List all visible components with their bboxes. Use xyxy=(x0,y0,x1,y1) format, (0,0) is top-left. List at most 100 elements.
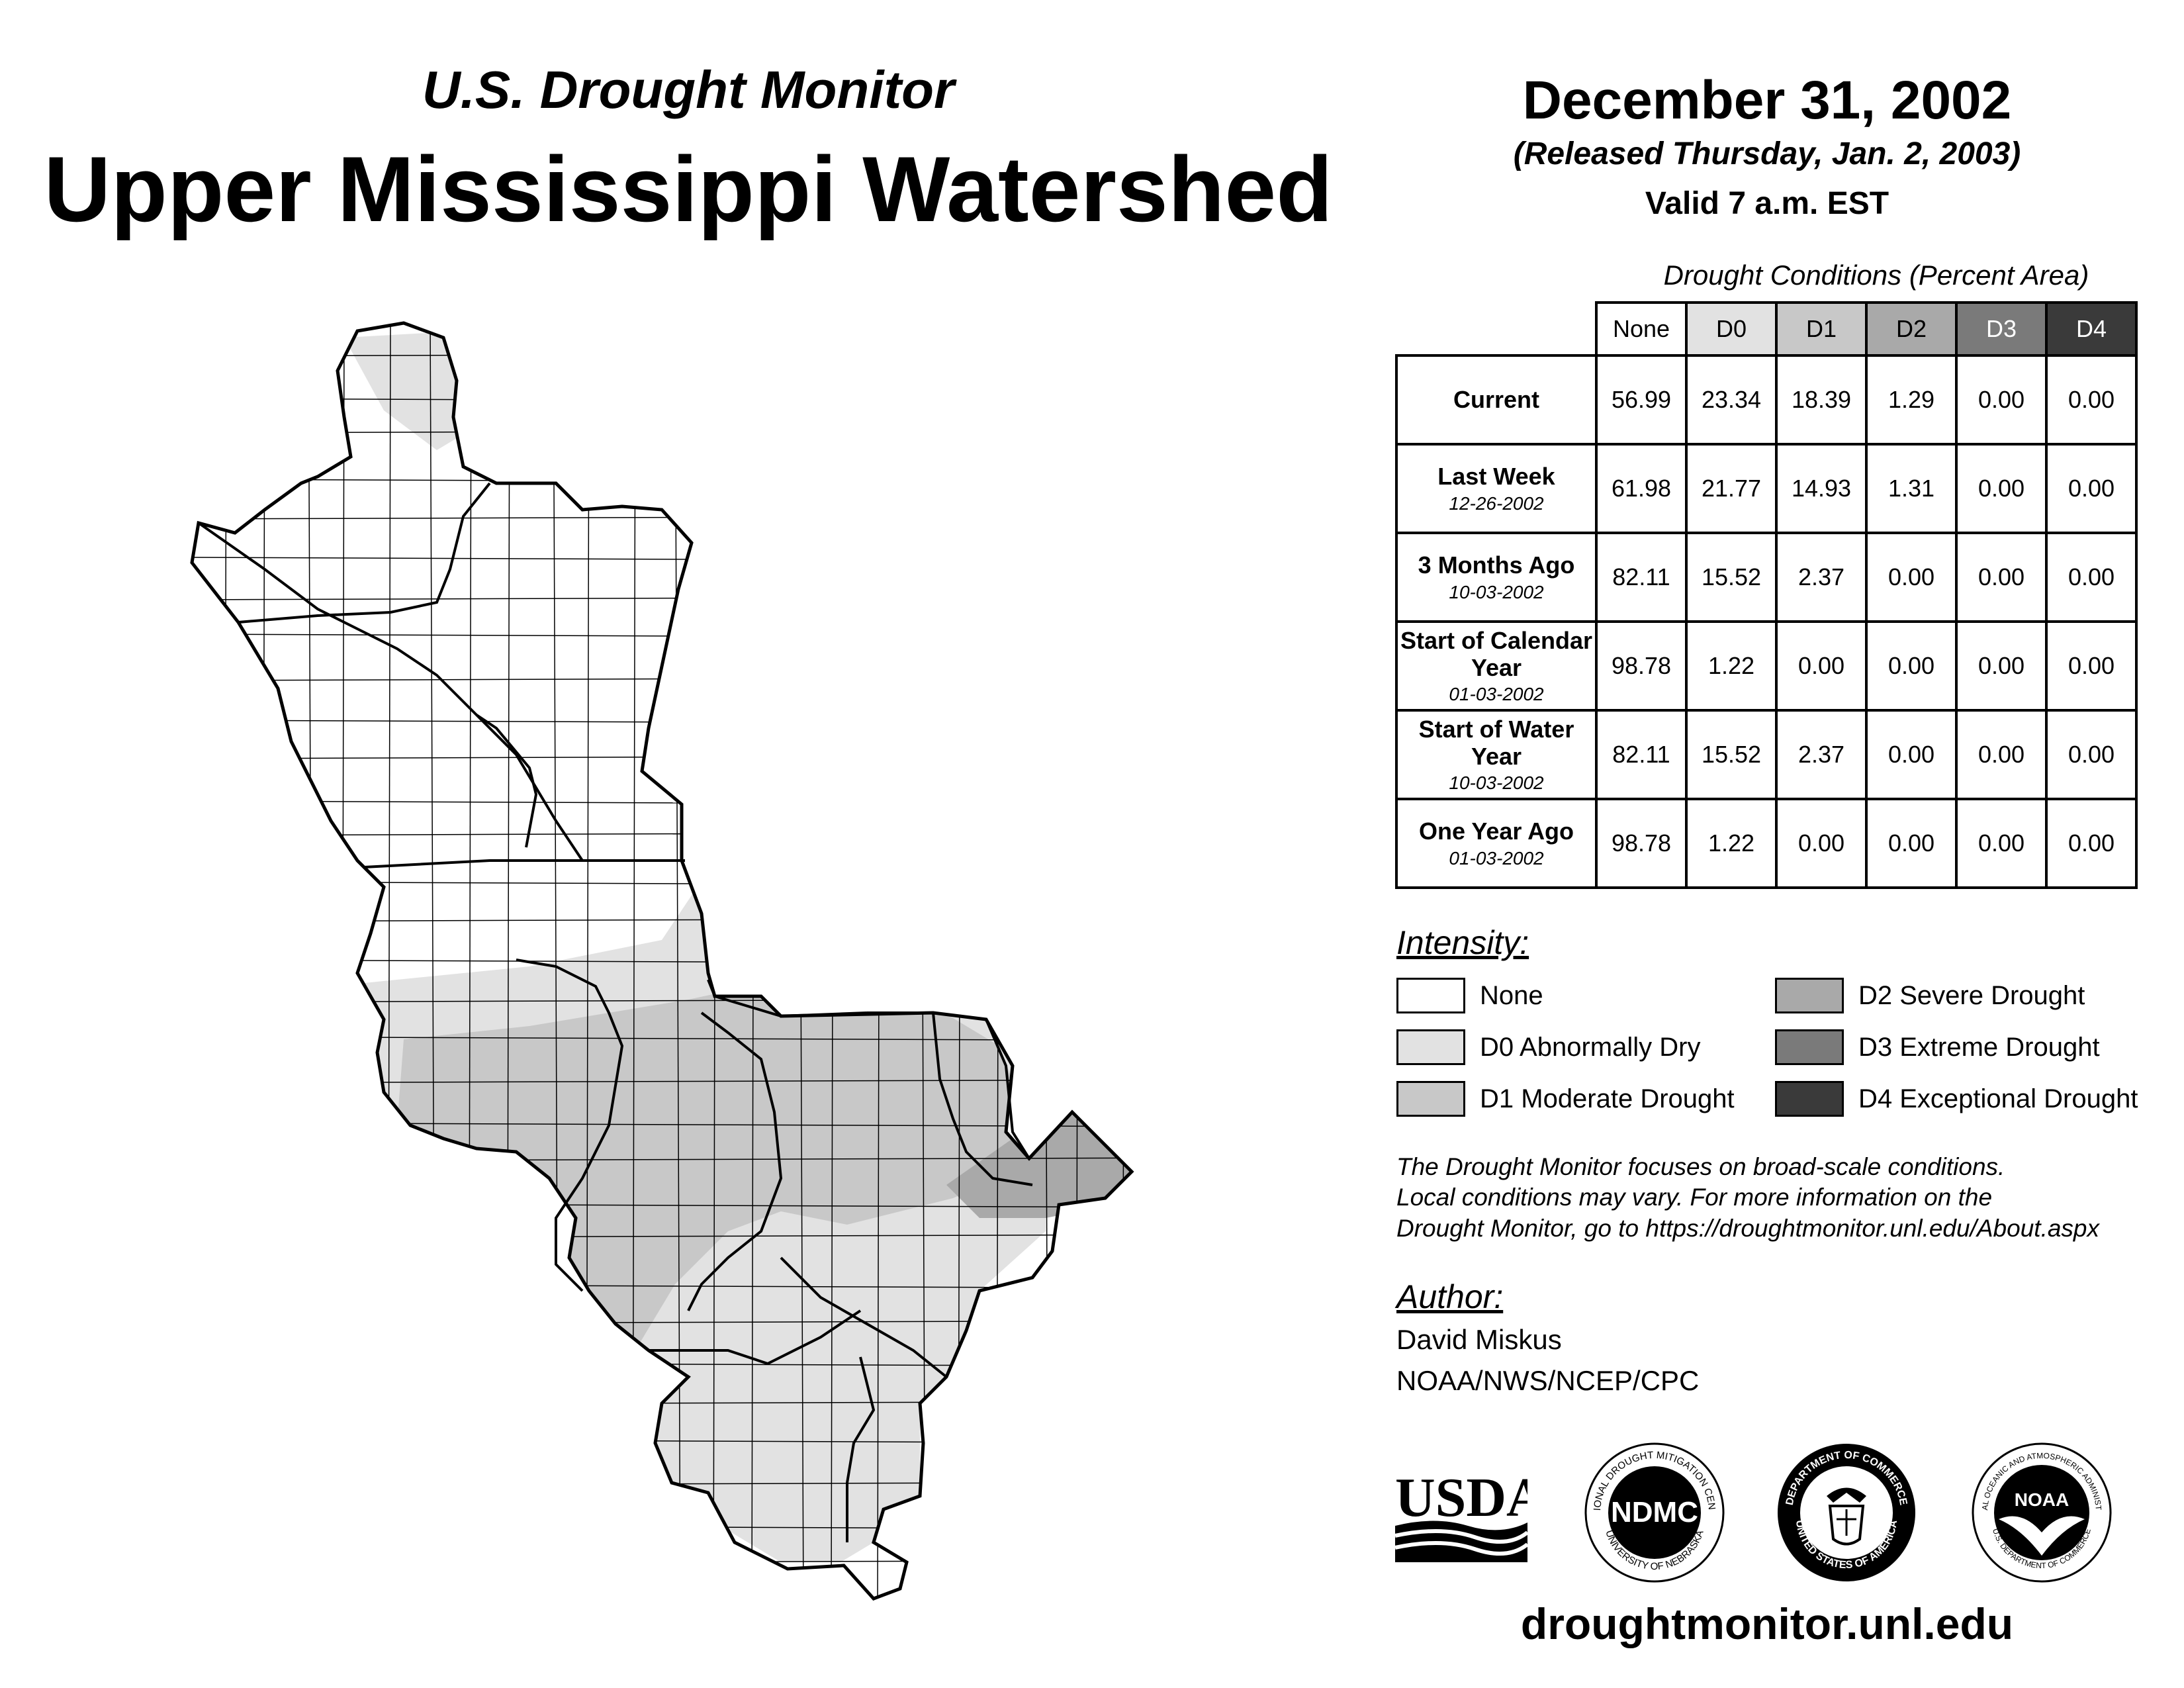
table-caption: Drought Conditions (Percent Area) xyxy=(1663,259,2089,291)
table-cell: 82.11 xyxy=(1595,532,1688,623)
county-line xyxy=(1042,323,1049,1599)
county-line xyxy=(674,323,681,1599)
col-header-d2: D2 xyxy=(1865,301,1958,357)
table-cell: 2.37 xyxy=(1775,532,1868,623)
table-cell: 1.22 xyxy=(1685,798,1778,889)
noaa-logo: NATIONAL OCEANIC AND ATMOSPHERIC ADMINIS… xyxy=(1969,1440,2112,1583)
author-name: David Miskus xyxy=(1396,1324,1562,1355)
table-cell: 15.52 xyxy=(1685,532,1778,623)
usda-logo-text: USDA xyxy=(1395,1467,1527,1528)
table-cell: 0.00 xyxy=(1865,798,1958,889)
row-label-text: Start of Calendar Year xyxy=(1400,626,1593,681)
noaa-logo-disc xyxy=(1994,1465,2089,1560)
county-line xyxy=(192,881,1132,886)
county-line xyxy=(192,352,1132,357)
row-label: Last Week 12-26-2002 xyxy=(1395,443,1598,534)
row-label: Start of Water Year 10-03-2002 xyxy=(1395,709,1598,800)
county-line xyxy=(1122,323,1126,1599)
disclaimer-line: Local conditions may vary. For more info… xyxy=(1396,1184,1993,1211)
table-cell: 0.00 xyxy=(2045,620,2138,712)
table-cell: 0.00 xyxy=(1955,709,2048,800)
county-line xyxy=(958,323,962,1599)
county-line xyxy=(192,398,1132,403)
table-cell: 56.99 xyxy=(1595,354,1688,445)
noaa-logo-text: NOAA xyxy=(2015,1489,2069,1510)
shield-icon xyxy=(1828,1505,1865,1546)
map-date: December 31, 2002 xyxy=(1522,70,2012,130)
legend-item-d3: D3 Extreme Drought xyxy=(1775,1029,2100,1065)
doc-seal-logo: DEPARTMENT OF COMMERCE UNITED STATES OF … xyxy=(1778,1444,1915,1581)
table-row: Start of Calendar Year 01-03-2002 98.78 1.2… xyxy=(1395,620,2138,712)
drought-area-d0-southwest xyxy=(642,1390,715,1496)
county-line xyxy=(192,1560,1132,1564)
usda-logo-stripe xyxy=(1395,1529,1527,1544)
map-subtitle: U.S. Drought Monitor xyxy=(422,60,955,119)
legend-label: D0 Abnormally Dry xyxy=(1480,1032,1701,1062)
watershed-outline xyxy=(190,321,1134,1601)
table-cell: 0.00 xyxy=(1865,532,1958,623)
legend-swatch xyxy=(1396,1081,1465,1117)
table-cell: 0.00 xyxy=(1865,620,1958,712)
table-cell: 0.00 xyxy=(2045,798,2138,889)
usda-logo-stripe xyxy=(1395,1541,1527,1556)
row-label-text: Current xyxy=(1453,386,1539,414)
table-row: 3 Months Ago 10-03-2002 82.11 15.52 2.37 0.00… xyxy=(1395,532,2138,623)
county-line xyxy=(192,429,1132,434)
county-line xyxy=(1203,318,1205,1609)
release-date: (Released Thursday, Jan. 2, 2003) xyxy=(1513,136,2021,171)
table-corner xyxy=(1396,303,1596,355)
table-cell: 61.98 xyxy=(1595,443,1688,534)
legend-swatch xyxy=(1775,1029,1844,1065)
table-row: Start of Water Year 10-03-2002 82.11 15.52 2… xyxy=(1395,709,2138,800)
county-line xyxy=(223,323,227,1599)
col-header-none: None xyxy=(1595,301,1688,357)
table-cell: 14.93 xyxy=(1775,443,1868,534)
row-date: 10-03-2002 xyxy=(1449,773,1544,794)
seagull-icon xyxy=(1999,1516,2085,1556)
legend-label: D4 Exceptional Drought xyxy=(1858,1084,2138,1113)
row-label-text: 3 Months Ago xyxy=(1418,551,1575,579)
county-line xyxy=(1165,318,1170,1609)
legend-label: D3 Extreme Drought xyxy=(1858,1032,2100,1062)
county-line xyxy=(996,323,1000,1599)
row-label: 3 Months Ago 10-03-2002 xyxy=(1395,532,1598,623)
row-label: Start of Calendar Year 01-03-2002 xyxy=(1395,620,1598,712)
author-org: NOAA/NWS/NCEP/CPC xyxy=(1396,1365,1700,1396)
ndmc-logo: NATIONAL DROUGHT MITIGATION CENTER UNIVE… xyxy=(1582,1440,1725,1583)
table-row: Last Week 12-26-2002 61.98 21.77 14.93 1.31 0.… xyxy=(1395,443,2138,534)
table-cell: 0.00 xyxy=(1775,798,1868,889)
col-header-d3: D3 xyxy=(1955,301,2048,357)
valid-time: Valid 7 a.m. EST xyxy=(1645,186,1889,221)
drought-area-d0-north xyxy=(344,331,470,450)
table-row: One Year Ago 01-03-2002 98.78 1.22 0.00 0.00 0… xyxy=(1395,798,2138,889)
ndmc-logo-disc xyxy=(1608,1466,1701,1559)
table-cell: 2.37 xyxy=(1775,709,1868,800)
table-cell: 98.78 xyxy=(1595,798,1688,889)
table-cell: 18.39 xyxy=(1775,354,1868,445)
table-cell: 0.00 xyxy=(2045,532,2138,623)
legend-swatch xyxy=(1396,1029,1465,1065)
row-label-text: Start of Water Year xyxy=(1418,715,1574,770)
eagle-icon xyxy=(1827,1487,1866,1503)
ship-icon xyxy=(1837,1509,1856,1536)
legend-item-d2: D2 Severe Drought xyxy=(1775,978,2085,1013)
row-date: 12-26-2002 xyxy=(1449,492,1544,514)
legend-item-none: None xyxy=(1396,978,1543,1013)
drought-area-d2 xyxy=(946,1105,1132,1218)
table-header-row: None D0 D1 D2 D3 D4 xyxy=(1396,301,2138,357)
ndmc-logo-text: NDMC xyxy=(1611,1496,1698,1528)
legend-swatch xyxy=(1396,978,1465,1013)
usda-logo: USDA xyxy=(1395,1467,1527,1562)
row-date: 01-03-2002 xyxy=(1449,847,1544,868)
row-label: Current xyxy=(1395,354,1598,445)
table-row: Current 56.99 23.34 18.39 1.29 0.00 0.00 xyxy=(1395,354,2138,445)
county-line xyxy=(192,1524,1132,1530)
table-cell: 0.00 xyxy=(1955,532,2048,623)
table-cell: 0.00 xyxy=(2045,354,2138,445)
watershed-map xyxy=(190,318,1205,1609)
table-cell: 0.00 xyxy=(1865,709,1958,800)
table-cell: 0.00 xyxy=(1955,620,2048,712)
legend-label: D2 Severe Drought xyxy=(1858,980,2085,1010)
legend-swatch xyxy=(1775,978,1844,1013)
col-header-d1: D1 xyxy=(1775,301,1868,357)
